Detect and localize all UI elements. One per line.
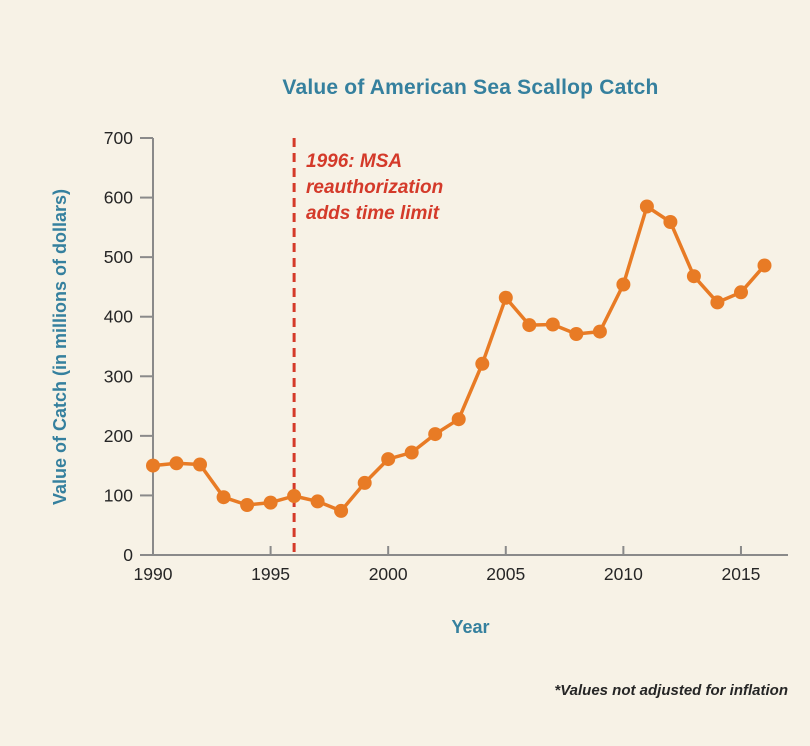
data-point-1996 [287, 489, 302, 503]
data-point-1997 [310, 494, 325, 509]
x-tick-label-1995: 1995 [251, 564, 290, 584]
y-axis-label: Value of Catch (in millions of dollars) [50, 188, 70, 506]
data-point-2007 [545, 317, 560, 332]
data-point-2016 [757, 258, 772, 273]
x-tick-label-1990: 1990 [134, 564, 173, 584]
data-point-1990 [146, 458, 160, 473]
y-tick-label-700: 700 [104, 128, 133, 148]
data-point-1995 [263, 495, 278, 510]
catch-value-line [151, 204, 767, 513]
annotation-line-1: 1996: MSA [306, 151, 403, 172]
data-point-2012 [663, 215, 678, 229]
data-point-2011 [639, 199, 654, 214]
y-tick-label-100: 100 [104, 485, 133, 505]
data-point-2003 [451, 412, 466, 427]
data-point-2002 [428, 427, 443, 442]
chart-title: Value of American Sea Scallop Catch [282, 76, 659, 99]
data-point-2005 [498, 290, 513, 305]
data-point-1994 [240, 498, 255, 512]
data-point-2010 [616, 277, 631, 292]
data-point-2015 [734, 285, 748, 300]
y-tick-label-200: 200 [104, 426, 133, 446]
data-point-2000 [381, 452, 396, 467]
data-point-1998 [334, 503, 349, 518]
annotation-line-3: adds time limit [306, 203, 440, 224]
x-tick-label-2005: 2005 [486, 564, 525, 584]
data-point-2004 [475, 356, 490, 371]
x-tick-label-2015: 2015 [721, 564, 760, 584]
y-tick-label-600: 600 [104, 188, 133, 208]
data-point-2013 [686, 269, 701, 284]
x-axis-label: Year [451, 617, 490, 637]
y-tick-label-400: 400 [104, 307, 133, 327]
data-point-2008 [569, 327, 584, 341]
data-point-1993 [216, 490, 231, 505]
y-tick-label-0: 0 [123, 545, 133, 565]
data-point-1991 [169, 456, 184, 471]
annotation-line-2: reauthorization [306, 177, 444, 198]
inflation-footnote: *Values not adjusted for inflation [554, 682, 788, 699]
msa-reauthorization-annotation: 1996: MSA reauthorization adds time limi… [306, 149, 443, 227]
x-tick-label-2010: 2010 [604, 564, 643, 584]
y-tick-label-300: 300 [104, 366, 133, 386]
data-point-2009 [592, 324, 607, 339]
x-tick-label-2000: 2000 [369, 564, 408, 584]
data-point-1992 [193, 457, 207, 472]
data-point-1999 [357, 475, 372, 490]
data-point-2014 [710, 295, 725, 310]
data-point-2001 [404, 445, 419, 460]
y-tick-label-500: 500 [104, 247, 133, 267]
data-point-2006 [522, 318, 537, 333]
